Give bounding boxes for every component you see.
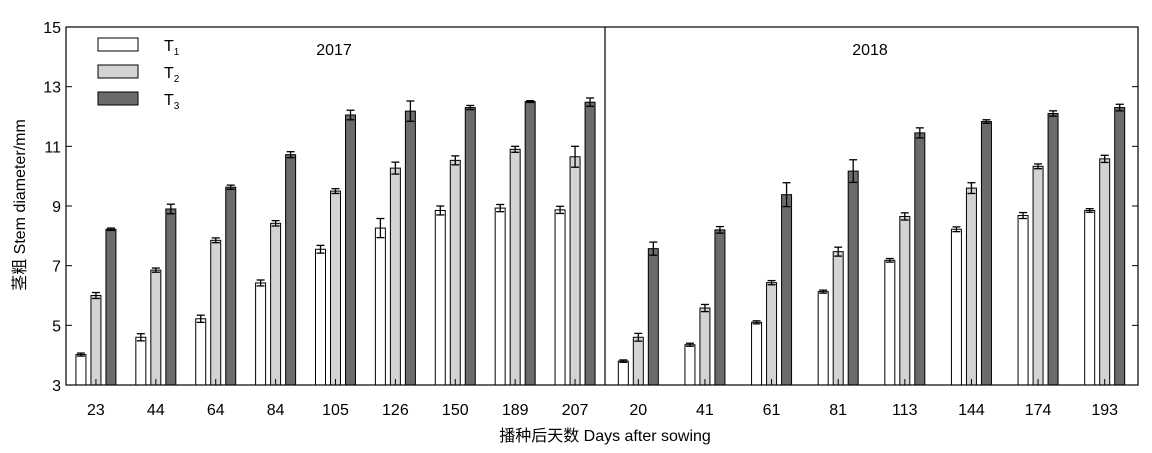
legend-swatch-t2 (97, 64, 139, 79)
x-tick-label: 44 (147, 402, 165, 419)
bar-2018-t1-61 (751, 321, 763, 386)
bar-2018-t1-144 (950, 228, 962, 386)
bar-2018-t2-81 (832, 251, 844, 386)
x-tick-label: 126 (382, 402, 409, 419)
panel-title-2018: 2018 (852, 42, 888, 59)
x-axis-title: 播种后天数 Days after sowing (499, 427, 711, 445)
x-tick-label: 174 (1025, 402, 1052, 419)
legend-subscript: 1 (174, 47, 180, 58)
bar-2017-t3-64 (225, 186, 237, 386)
legend-label-t3: T3 (164, 92, 180, 112)
bar-2017-t3-150 (464, 107, 476, 386)
y-tick-label: 5 (52, 318, 61, 335)
x-tick-label: 105 (322, 402, 349, 419)
bar-2017-t2-150 (449, 159, 461, 386)
bar-2017-t1-189 (494, 207, 506, 386)
legend: T1 T2 T3 (97, 37, 180, 112)
legend-label-t2: T2 (164, 65, 180, 85)
bar-2017-t3-23 (105, 228, 117, 386)
legend-swatch-t1 (97, 37, 139, 52)
bar-2017-t1-207 (554, 209, 566, 386)
x-tick-label: 144 (958, 402, 985, 419)
bar-2017-t2-23 (90, 295, 102, 386)
bar-2017-t2-126 (389, 167, 401, 386)
panel-title-2017: 2017 (316, 42, 352, 59)
bar-2017-t2-44 (150, 269, 162, 386)
bar-2018-t3-144 (980, 121, 992, 386)
bar-2017-t2-64 (210, 239, 222, 386)
bar-2017-t1-150 (434, 209, 446, 386)
bar-2018-t2-174 (1032, 165, 1044, 386)
x-tick-label: 84 (267, 402, 285, 419)
bar-2018-t3-20 (647, 248, 659, 386)
x-tick-label: 61 (763, 402, 781, 419)
bar-2018-t3-61 (781, 194, 793, 386)
x-tick-label: 193 (1091, 402, 1118, 419)
bar-2018-t1-113 (884, 259, 896, 386)
x-tick-label: 41 (696, 402, 714, 419)
bar-2017-t1-44 (135, 336, 147, 386)
x-tick-label: 81 (829, 402, 847, 419)
y-tick-label: 15 (43, 20, 61, 37)
bar-2018-t2-193 (1099, 158, 1111, 386)
bar-2017-t1-105 (315, 248, 326, 386)
bar-2018-t3-113 (914, 132, 926, 386)
bar-2017-t1-64 (195, 318, 207, 386)
y-tick-label: 11 (44, 139, 61, 156)
bar-2018-t2-20 (632, 336, 644, 386)
bar-2017-t1-84 (255, 282, 267, 386)
bar-2018-t3-174 (1047, 113, 1059, 386)
bar-2018-t2-113 (899, 215, 911, 386)
bar-2018-t3-81 (847, 170, 859, 386)
bar-2017-t3-105 (345, 114, 356, 386)
x-tick-label: 207 (562, 402, 589, 419)
x-tick-label: 150 (442, 402, 469, 419)
bar-2017-t2-207 (569, 156, 581, 386)
legend-subscript: 3 (174, 101, 180, 112)
legend-label-t1: T1 (164, 38, 180, 58)
x-tick-label: 64 (207, 402, 225, 419)
bar-2018-t1-20 (617, 360, 629, 386)
bar-2018-t2-41 (699, 307, 711, 386)
bar-2017-t1-23 (75, 354, 87, 386)
y-axis-title: 茎粗 Stem diameter/mm (11, 119, 29, 291)
bar-2017-t3-207 (584, 101, 596, 386)
y-tick-label: 9 (52, 199, 61, 216)
bar-2017-t3-44 (165, 208, 177, 386)
bar-2018-t3-193 (1114, 107, 1126, 386)
bars-layer (75, 97, 1126, 386)
x-tick-label: 23 (87, 402, 105, 419)
x-tick-label: 20 (629, 402, 647, 419)
bar-2017-t2-84 (270, 222, 282, 386)
bar-2017-t3-189 (524, 101, 536, 386)
y-tick-label: 13 (43, 80, 61, 97)
bar-2018-t2-144 (965, 187, 977, 386)
bar-2018-t2-61 (766, 282, 778, 386)
bar-2018-t3-41 (714, 229, 726, 386)
bar-2017-t1-126 (374, 227, 386, 386)
bar-2017-t2-105 (330, 190, 341, 386)
legend-subscript: 2 (174, 74, 180, 85)
legend-swatch-t3 (97, 91, 139, 106)
bar-2018-t1-41 (684, 344, 696, 386)
y-tick-label: 3 (52, 378, 61, 395)
bar-2018-t1-81 (817, 291, 829, 386)
bar-2017-t2-189 (509, 148, 521, 386)
bar-2018-t1-174 (1017, 215, 1029, 386)
bar-2018-t1-193 (1084, 209, 1096, 386)
y-tick-label: 7 (52, 259, 61, 276)
bar-2017-t3-126 (404, 110, 416, 386)
x-tick-label: 113 (892, 402, 918, 419)
ticks-layer: 23 44 64 84 105 126 150 189 207 20 41 61 81 113 144 174… (43, 20, 1138, 419)
bar-2017-t3-84 (285, 154, 297, 386)
x-tick-label: 189 (502, 402, 529, 419)
